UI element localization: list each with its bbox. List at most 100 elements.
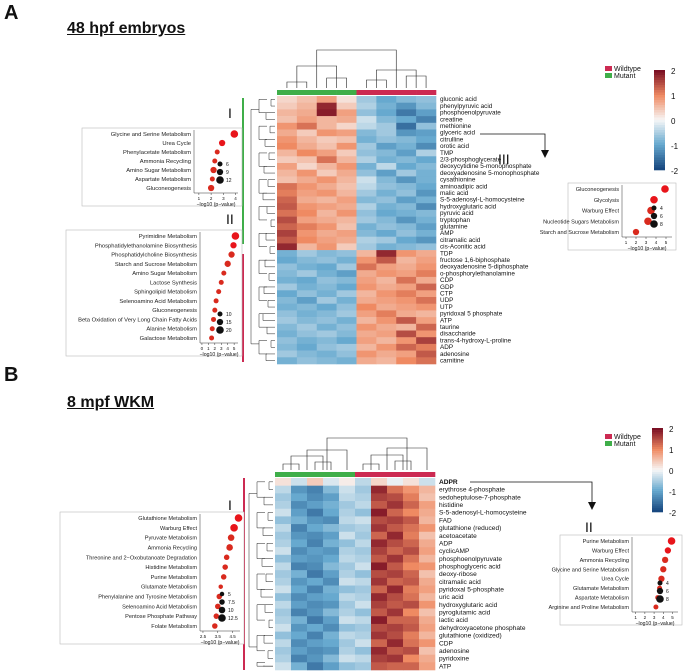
heatmap-cell — [339, 639, 356, 648]
pathway-label: Warburg Effect — [582, 209, 619, 215]
heatmap-cell — [316, 256, 337, 264]
wildtype-label: Wildtype — [614, 66, 641, 73]
heatmap-cell — [371, 524, 388, 533]
heatmap-cell — [376, 176, 397, 184]
heatmap-cell — [396, 256, 417, 264]
size-legend-label: 20 — [226, 328, 232, 334]
inset-frame — [65, 229, 243, 357]
color-scale-step — [652, 499, 663, 502]
heatmap-cell — [419, 577, 436, 586]
row-dendrogram — [266, 543, 273, 552]
heatmap-cell — [336, 310, 357, 318]
row-dendrogram — [267, 179, 275, 187]
heatmap-cell — [355, 485, 372, 494]
pathway-label: Phosphatidylethanolamine Biosynthesis — [95, 243, 197, 249]
heatmap-cell — [316, 283, 337, 291]
heatmap-cell — [291, 577, 308, 586]
metabolite-label: ATP — [440, 317, 452, 324]
color-scale-step — [654, 130, 665, 133]
heatmap-cell — [307, 639, 324, 648]
heatmap-cell — [296, 183, 318, 191]
heatmap-cell — [419, 539, 436, 548]
metabolite-label: gluconic acid — [440, 96, 477, 103]
heatmap-cell — [387, 662, 404, 671]
heatmap-cell — [356, 176, 377, 184]
heatmap-cell — [336, 303, 357, 311]
heatmap-cell — [355, 593, 372, 602]
pathway-dot — [661, 185, 669, 193]
heatmap-cell — [275, 585, 292, 594]
heatmap-cell — [371, 623, 388, 632]
metabolite-label: orotic acid — [440, 143, 469, 150]
color-scale-step — [652, 461, 663, 464]
heatmap-cell — [316, 169, 337, 177]
wildtype-swatch — [605, 434, 612, 439]
genotype-bar-cell — [336, 90, 357, 95]
size-legend-label: 15 — [226, 320, 232, 326]
heatmap-cell — [419, 616, 436, 625]
color-scale-step — [652, 482, 663, 485]
pathway-label: Selenoamino Acid Metabolism — [122, 604, 197, 610]
heatmap-cell — [307, 662, 324, 671]
heatmap-cell — [316, 317, 337, 325]
heatmap-cell — [403, 646, 420, 655]
heatmap-cell — [275, 547, 292, 556]
genotype-bar-cell — [396, 90, 417, 95]
color-scale-step — [654, 152, 665, 156]
heatmap-cell — [296, 343, 318, 351]
heatmap-cell — [419, 485, 436, 494]
pathway-dot — [209, 176, 215, 182]
heatmap-cell — [419, 608, 436, 617]
heatmap-cell — [316, 122, 337, 130]
size-legend-label: 8 — [660, 222, 663, 228]
heatmap-cell — [356, 350, 377, 358]
heatmap-cell — [323, 616, 340, 625]
size-legend-dot — [216, 318, 224, 326]
heatmap-cell — [296, 297, 318, 304]
heatmap-cell — [336, 122, 357, 130]
metabolite-label: citramalic acid — [439, 579, 481, 586]
metabolite-label: deoxycytidine 5-monophosphate — [440, 163, 532, 170]
panel-b-scale-tick: -1 — [669, 488, 677, 497]
heatmap-cell — [339, 539, 356, 548]
heatmap-cell — [416, 250, 437, 258]
heatmap-cell — [371, 570, 388, 579]
heatmap-cell — [403, 516, 420, 525]
heatmap-cell — [371, 516, 388, 525]
metabolite-label: aminoadipic acid — [440, 183, 488, 190]
heatmap-cell — [416, 109, 437, 117]
heatmap-cell — [356, 270, 377, 278]
heatmap-cell — [291, 585, 308, 594]
inset-x-tick-label: 0 — [201, 346, 204, 351]
heatmap-cell — [376, 142, 397, 150]
color-scale-step — [654, 115, 665, 118]
heatmap-cell — [371, 608, 388, 617]
heatmap-cell — [316, 189, 337, 197]
heatmap-cell — [371, 493, 388, 502]
heatmap-cell — [339, 585, 356, 594]
size-legend-label: 4 — [660, 206, 663, 212]
heatmap-cell — [356, 216, 377, 224]
heatmap-cell — [387, 608, 404, 617]
pathway-label: Warburg Effect — [160, 526, 197, 532]
heatmap-cell — [376, 250, 397, 258]
heatmap-cell — [296, 256, 318, 264]
pathway-label: Ammonia Recycling — [140, 159, 191, 165]
heatmap-cell — [355, 585, 372, 594]
heatmap-cell — [376, 223, 397, 231]
heatmap-cell — [296, 270, 318, 278]
row-dendrogram — [265, 573, 273, 582]
heatmap-cell — [307, 577, 324, 586]
heatmap-cell — [339, 478, 356, 486]
heatmap-cell — [336, 196, 357, 204]
heatmap-cell — [376, 216, 397, 224]
pathway-label: Starch and Sucrose Metabolism — [540, 230, 620, 236]
heatmap-cell — [396, 203, 417, 211]
heatmap-cell — [403, 570, 420, 579]
color-scale-step — [652, 484, 663, 488]
heatmap-cell — [387, 554, 404, 563]
heatmap-cell — [371, 554, 388, 563]
panel-a-scale-tick: 0 — [671, 117, 676, 126]
heatmap-cell — [387, 524, 404, 533]
metabolite-label: deoxy-ribose — [439, 571, 477, 578]
